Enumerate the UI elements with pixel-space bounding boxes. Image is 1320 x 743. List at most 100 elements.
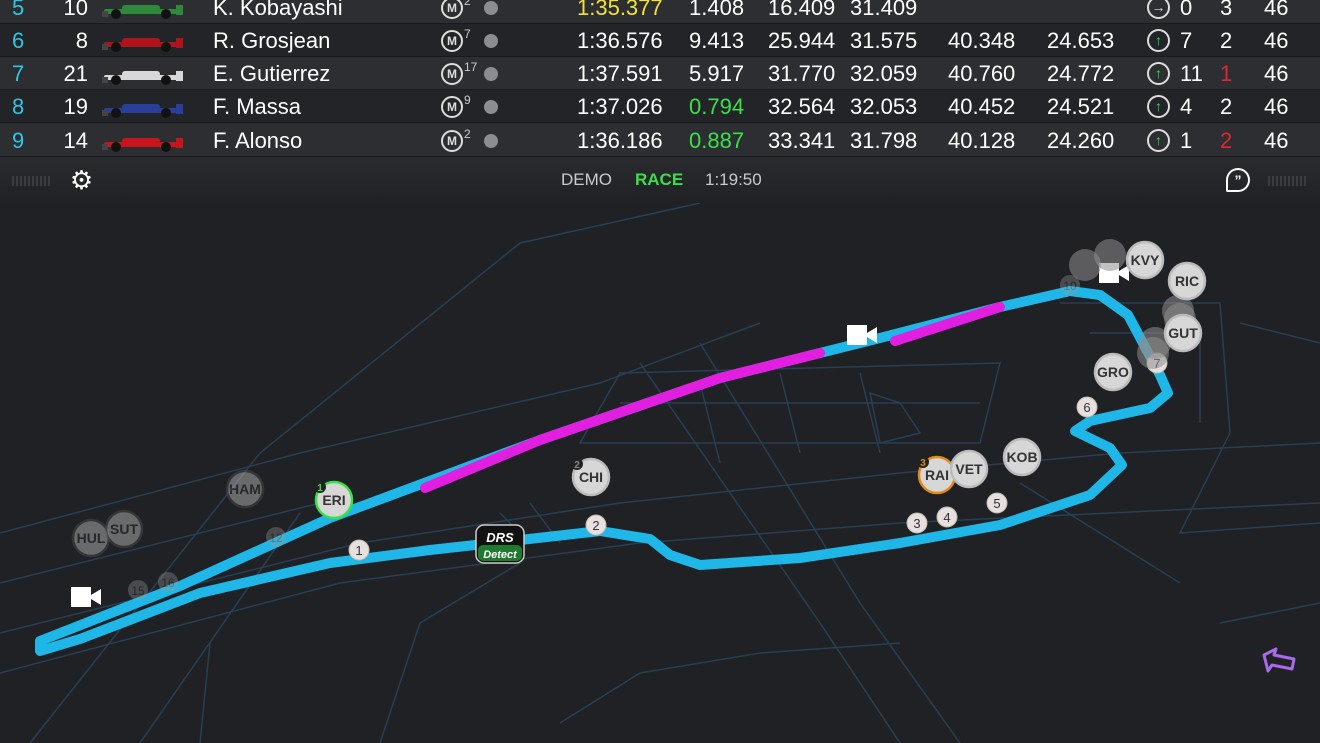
tyre-compound-icon: M <box>441 30 463 52</box>
turn-marker: 6 <box>1076 396 1098 418</box>
car-code: RAI <box>925 467 949 483</box>
chat-quote-icon[interactable]: ” <box>1226 168 1250 192</box>
drs-label: DRS <box>486 530 514 545</box>
status-bar: ⚙ DEMO RACE 1:19:50 ” <box>0 158 1320 203</box>
timing-table: 5 10 K. Kobayashi 1:35.377 1.408 16.409 31.409… <box>0 0 1320 158</box>
turn-marker: 2 <box>585 514 607 536</box>
position: 9 <box>12 128 25 153</box>
track-map: DRSDetect123456712151610ERI1CHI2RAI3VETK… <box>0 203 1320 743</box>
sector-1: 25.944 <box>768 28 836 53</box>
status-dot <box>484 134 498 148</box>
car-code: GUT <box>1168 325 1198 341</box>
best-lap: 1:35.377 <box>577 0 663 20</box>
position: 6 <box>12 28 25 53</box>
turn-marker-circle <box>158 572 178 592</box>
laps: 46 <box>1264 128 1289 153</box>
car-code: CHI <box>579 469 603 485</box>
gap: 1.408 <box>689 0 745 20</box>
car-bubble-stacked <box>1137 337 1169 369</box>
car-livery-icon <box>102 96 184 118</box>
car-bubble-circle <box>1137 337 1169 369</box>
car-bubble-kob[interactable]: KOB <box>1002 437 1042 477</box>
sector-1: 31.770 <box>768 61 836 86</box>
sector-time: 24.521 <box>1047 94 1115 119</box>
car-position-label: 1 <box>317 483 323 494</box>
gear-icon[interactable]: ⚙ <box>69 165 94 195</box>
timing-row[interactable]: 8 19 F. Massa 1:37.026 0.794 32.564 32.053 40.4… <box>0 90 1320 123</box>
timing-row[interactable]: 9 14 F. Alonso 1:36.186 0.887 33.341 31.798 40.… <box>0 124 1320 157</box>
sector-time: 24.653 <box>1047 28 1115 53</box>
car-bubble-gut[interactable]: GUT <box>1163 313 1203 353</box>
tyre-age: 2 <box>464 0 471 8</box>
position-change: 11 <box>1180 61 1203 86</box>
car-bubble-vet[interactable]: VET <box>949 449 989 489</box>
timing-row[interactable]: 7 21 E. Gutierrez 1:37.591 5.917 31.770 32.059… <box>0 57 1320 90</box>
gap: 5.917 <box>689 61 745 86</box>
session-label: RACE <box>635 170 684 189</box>
status-dot <box>484 1 498 15</box>
pit-stops: 3 <box>1220 0 1233 20</box>
timing-row[interactable]: 6 8 R. Grosjean 1:36.576 9.413 25.944 31.575 40… <box>0 24 1320 57</box>
car-code: RIC <box>1175 273 1199 289</box>
car-code: HAM <box>229 481 261 497</box>
turn-marker-circle <box>266 527 286 547</box>
car-livery-icon <box>102 30 184 52</box>
sector-1: 32.564 <box>768 94 836 119</box>
sector-2: 31.575 <box>850 28 918 53</box>
camera-icon[interactable] <box>847 325 877 345</box>
best-lap: 1:36.576 <box>577 28 663 53</box>
status-dot <box>484 34 498 48</box>
car-bubble-circle <box>71 518 111 558</box>
pointer-arrow-icon[interactable] <box>1262 647 1296 673</box>
sector-3: 40.760 <box>948 61 1016 86</box>
car-bubble-circle <box>1125 240 1165 280</box>
best-lap: 1:37.026 <box>577 94 663 119</box>
left-drag-handle[interactable] <box>12 176 50 186</box>
car-bubble-ric[interactable]: RIC <box>1167 261 1207 301</box>
car-code: ERI <box>322 492 345 508</box>
car-number: 14 <box>63 128 88 153</box>
car-bubble-ham[interactable]: HAM <box>225 469 265 509</box>
car-bubble-kvy[interactable]: KVY <box>1125 240 1165 280</box>
position-change: 4 <box>1180 94 1193 119</box>
arrow-up-icon: ↑ <box>1147 95 1170 118</box>
laps: 46 <box>1264 94 1289 119</box>
turn-marker-label: 12 <box>269 531 283 545</box>
car-bubble-circle <box>1167 261 1207 301</box>
drs-badge-lower <box>478 545 522 561</box>
car-bubble-circle <box>1094 239 1126 271</box>
car-bubble-sut[interactable]: SUT <box>104 509 144 549</box>
driver-name: F. Massa <box>213 94 302 119</box>
camera-lens <box>867 327 877 343</box>
driver-name: E. Gutierrez <box>213 61 331 86</box>
car-bubble-hul[interactable]: HUL <box>71 518 111 558</box>
car-code: HUL <box>77 530 106 546</box>
turn-marker-faded: 16 <box>158 572 178 592</box>
turn-marker-circle <box>986 492 1008 514</box>
right-drag-handle[interactable] <box>1268 176 1306 186</box>
arrow-right-icon: → <box>1147 0 1170 19</box>
laps: 46 <box>1264 28 1289 53</box>
position: 8 <box>12 94 25 119</box>
arrow-up-icon: ↑ <box>1147 29 1170 52</box>
best-lap: 1:37.591 <box>577 61 663 86</box>
arrow-up-icon: ↑ <box>1147 62 1170 85</box>
car-position-badge <box>314 481 326 493</box>
street-network <box>0 203 1320 743</box>
car-number: 10 <box>63 0 88 20</box>
car-bubble-circle <box>1002 437 1042 477</box>
pit-stops: 2 <box>1220 128 1233 153</box>
driver-name: R. Grosjean <box>213 28 331 53</box>
timing-row[interactable]: 5 10 K. Kobayashi 1:35.377 1.408 16.409 31.409… <box>0 0 1320 24</box>
car-bubble-gro[interactable]: GRO <box>1093 352 1133 392</box>
turn-marker-label: 15 <box>131 584 145 598</box>
camera-icon[interactable] <box>71 587 101 607</box>
car-code: VET <box>955 461 983 477</box>
gap: 9.413 <box>689 28 745 53</box>
session-clock: 1:19:50 <box>705 170 762 189</box>
tyre-compound-icon: M <box>441 0 463 19</box>
camera-body <box>71 587 91 607</box>
